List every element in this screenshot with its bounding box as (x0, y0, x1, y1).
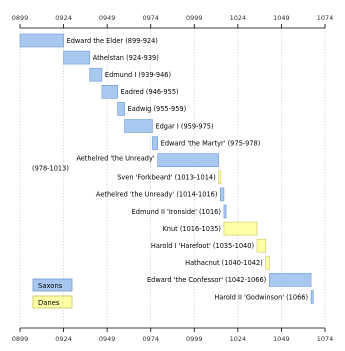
reign-bar (89, 67, 103, 82)
reign-label: Knut (1016-1035) (162, 225, 220, 233)
reign-label: Harold I 'Harefoot' (1035-1040) (151, 242, 254, 250)
reign-bar (220, 187, 225, 202)
reign-label: Eadwig (955-959) (128, 105, 187, 113)
reign-label: Sven 'Forkbeard' (1013-1014) (117, 174, 215, 182)
top-tick-label-1049: 1049 (273, 14, 290, 22)
top-tick-labels: 0899 0924 0949 0974 0999 1024 1049 1074 (12, 14, 334, 22)
reign-bar (157, 153, 219, 167)
bottom-tick-label-1074: 1074 (317, 335, 334, 343)
reign-label: Aethelred 'the Unready' (1014-1016) (96, 191, 218, 199)
reign-label: Edgar I (959-975) (155, 122, 213, 130)
legend: Saxons Danes (32, 278, 73, 309)
reign-bars (19, 33, 314, 304)
reign-label: Athelstan (924-939) (93, 54, 159, 62)
reign-bar (124, 119, 153, 133)
top-tick-label-1074: 1074 (317, 14, 334, 22)
bottom-tick-label-0949: 0949 (99, 335, 116, 343)
top-tick-label-0949: 0949 (99, 14, 116, 22)
reign-label: Eadred (946-955) (121, 88, 179, 96)
bottom-tick-label-0974: 0974 (142, 335, 159, 343)
reign-label: Harold II 'Godwinson' (1066) (214, 293, 308, 301)
reign-bar (63, 50, 91, 65)
reign-bar (218, 170, 222, 185)
reign-bar (101, 85, 118, 99)
legend-label-danes: Danes (38, 299, 60, 307)
reign-bar (265, 255, 270, 270)
legend-label-saxons: Saxons (38, 282, 63, 290)
axes (19, 24, 326, 332)
bottom-tick-label-0924: 0924 (55, 335, 72, 343)
top-tick-label-0899: 0899 (12, 14, 29, 22)
reign-label: (978-1013) (32, 165, 69, 173)
reign-bar (310, 290, 314, 304)
reign-bar (223, 221, 258, 236)
reign-label: Edward the Elder (899-924) (67, 37, 158, 45)
bottom-tick-label-1049: 1049 (273, 335, 290, 343)
bottom-tick-label-1024: 1024 (230, 335, 247, 343)
top-tick-label-1024: 1024 (230, 14, 247, 22)
reign-bar (19, 33, 64, 48)
reign-label: Edmund II 'Ironside' (1016) (132, 208, 221, 216)
top-tick-label-0924: 0924 (55, 14, 72, 22)
reign-label: Edmund I (939-946) (105, 71, 171, 79)
reign-label: Edward 'the Confessor' (1042-1066) (147, 276, 266, 284)
top-tick-label-0974: 0974 (142, 14, 159, 22)
reign-labels: Edward the Elder (899-924) Athelstan (924… (32, 37, 308, 301)
reign-bar (268, 273, 312, 287)
reign-label: Hathacnut (1040-1042) (185, 259, 263, 267)
bottom-tick-label-0899: 0899 (12, 335, 29, 343)
bottom-tick-label-0999: 0999 (186, 335, 203, 343)
reign-bar (152, 136, 158, 150)
reign-bar (117, 102, 125, 116)
legend-swatch-saxons (32, 278, 73, 292)
legend-swatch-danes (32, 295, 73, 309)
reign-label: Edward 'the Martyr' (975-978) (161, 139, 261, 147)
top-tick-label-0999: 0999 (186, 14, 203, 22)
reign-label: Aethelred 'the Unready' (76, 155, 154, 163)
reign-bar (223, 204, 227, 219)
bottom-tick-labels: 0899 0924 0949 0974 0999 1024 1049 1074 (12, 335, 334, 343)
reign-bar (256, 238, 267, 253)
